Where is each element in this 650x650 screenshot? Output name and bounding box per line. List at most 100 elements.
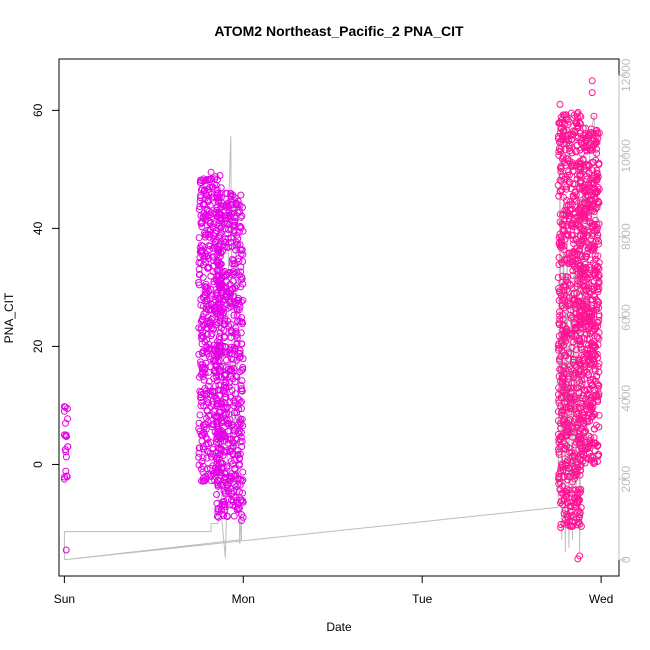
- data-point: [239, 280, 247, 288]
- data-point: [561, 405, 569, 413]
- data-point: [572, 495, 580, 502]
- data-point: [215, 513, 222, 521]
- data-point: [585, 179, 593, 187]
- data-point: [556, 138, 563, 146]
- data-point: [238, 377, 246, 385]
- data-point: [594, 385, 602, 392]
- data-point: [237, 298, 245, 306]
- data-point: [214, 422, 221, 430]
- data-point: [559, 463, 567, 471]
- data-point: [587, 176, 595, 184]
- data-point: [238, 367, 246, 374]
- plot-frame: [58, 58, 620, 577]
- data-point: [555, 285, 562, 292]
- data-point: [585, 363, 593, 371]
- data-point: [219, 298, 226, 305]
- data-point: [591, 205, 599, 213]
- data-point: [564, 250, 572, 258]
- data-point: [577, 399, 585, 407]
- data-point: [569, 127, 577, 135]
- data-point: [220, 497, 228, 505]
- data-point: [573, 120, 581, 128]
- data-point: [228, 201, 236, 209]
- data-point: [216, 172, 224, 179]
- data-point: [567, 365, 575, 373]
- data-point: [561, 206, 569, 214]
- data-point: [230, 311, 238, 319]
- data-point: [200, 177, 208, 185]
- data-point: [217, 184, 225, 192]
- data-point: [210, 235, 217, 243]
- data-point: [215, 280, 223, 288]
- data-point: [60, 475, 68, 483]
- data-point: [569, 131, 577, 138]
- data-point: [577, 300, 585, 308]
- data-point: [570, 111, 578, 119]
- data-point: [238, 385, 246, 393]
- data-point: [198, 332, 205, 340]
- data-point: [208, 315, 215, 323]
- data-point: [565, 349, 573, 357]
- data-point: [204, 345, 212, 353]
- data-point: [203, 324, 211, 332]
- data-point: [228, 386, 236, 394]
- data-point: [570, 462, 578, 470]
- data-point: [60, 431, 68, 439]
- data-point: [576, 471, 584, 479]
- data-point: [236, 208, 243, 216]
- data-point: [580, 363, 588, 371]
- data-point: [580, 232, 588, 239]
- data-point: [201, 420, 209, 428]
- data-point: [586, 417, 594, 425]
- data-point: [228, 327, 236, 335]
- data-point: [571, 441, 579, 449]
- data-point: [199, 350, 206, 357]
- data-point: [573, 110, 581, 118]
- data-point: [593, 149, 601, 157]
- data-point: [593, 167, 601, 174]
- data-point: [200, 428, 208, 436]
- data-point: [583, 227, 591, 235]
- data-point: [555, 372, 563, 380]
- data-point: [579, 429, 587, 437]
- data-point: [591, 425, 598, 433]
- data-point: [206, 306, 214, 314]
- data-point: [555, 192, 563, 200]
- data-point: [588, 327, 596, 335]
- data-point: [555, 319, 563, 327]
- data-point: [232, 238, 240, 246]
- data-point: [555, 450, 563, 458]
- data-point: [561, 492, 569, 500]
- data-point: [214, 414, 221, 422]
- data-point: [201, 212, 209, 219]
- y2-tick-label: 0: [619, 556, 633, 563]
- data-point: [585, 308, 593, 316]
- data-point: [571, 393, 579, 401]
- data-point: [196, 248, 204, 256]
- data-point: [563, 231, 571, 239]
- data-point: [577, 461, 585, 469]
- data-point: [199, 373, 207, 381]
- data-point: [239, 497, 247, 505]
- data-point: [583, 346, 591, 354]
- data-point: [195, 350, 203, 358]
- data-point: [583, 335, 591, 343]
- x-tick-label: Tue: [412, 592, 433, 606]
- data-point: [228, 421, 236, 429]
- data-point: [234, 447, 242, 454]
- data-point: [564, 116, 572, 124]
- data-point: [580, 422, 588, 430]
- data-point: [214, 430, 221, 438]
- data-point: [196, 427, 204, 435]
- data-point: [582, 286, 590, 294]
- data-point: [213, 413, 220, 421]
- data-point: [590, 277, 598, 285]
- data-point: [228, 355, 235, 363]
- data-point: [201, 252, 208, 260]
- data-point: [215, 351, 223, 359]
- data-point: [225, 365, 233, 373]
- y2-tick-label: 8000: [619, 223, 633, 250]
- data-point: [206, 363, 214, 371]
- data-point: [563, 140, 571, 148]
